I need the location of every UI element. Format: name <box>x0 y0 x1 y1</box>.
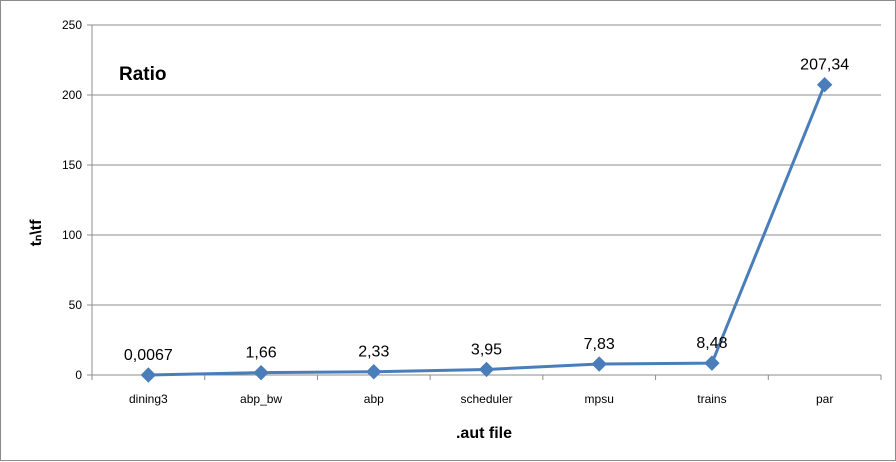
data-point-marker <box>816 77 833 93</box>
data-point-marker <box>140 367 157 383</box>
data-point-marker <box>704 355 720 371</box>
data-label: 8,48 <box>696 335 727 352</box>
y-tick-label: 0 <box>75 368 82 382</box>
y-axis-title: tₙ\tf <box>28 219 45 246</box>
data-point-marker <box>366 364 382 380</box>
data-label: 3,95 <box>471 341 502 358</box>
y-tick-labels: 0 50 100 150 200 250 <box>62 18 82 382</box>
axes <box>87 24 882 380</box>
x-tick-label: par <box>816 392 833 406</box>
x-tick-label: trains <box>697 392 726 406</box>
data-label: 1,66 <box>246 345 277 362</box>
x-tick-label: scheduler <box>460 392 512 406</box>
y-tick-label: 150 <box>62 158 82 172</box>
series-line <box>148 84 827 377</box>
x-tick-label: abp_bw <box>240 392 282 406</box>
gridlines <box>92 24 881 306</box>
x-tick-label: abp <box>364 392 384 406</box>
data-label: 7,83 <box>584 336 615 353</box>
data-point-marker <box>478 361 495 378</box>
data-label: 0,0067 <box>124 347 173 364</box>
x-axis-title: .aut file <box>456 425 512 442</box>
y-tick-label: 250 <box>62 18 82 32</box>
data-labels: 0,0067 1,66 2,33 3,95 7,83 8,48 207,34 <box>124 57 849 364</box>
data-label: 2,33 <box>358 344 389 361</box>
x-tick-label: mpsu <box>585 392 614 406</box>
x-tick-label: dining3 <box>129 392 168 406</box>
y-tick-label: 50 <box>69 298 83 312</box>
data-label: 207,34 <box>800 57 849 74</box>
series <box>140 77 833 383</box>
chart-title: Ratio <box>119 64 167 85</box>
x-tick-labels: dining3 abp_bw abp scheduler mpsu trains par <box>129 392 833 406</box>
y-tick-label: 200 <box>62 88 82 102</box>
y-tick-label: 100 <box>62 228 82 242</box>
data-point-marker <box>253 364 269 381</box>
data-point-marker <box>591 356 607 372</box>
